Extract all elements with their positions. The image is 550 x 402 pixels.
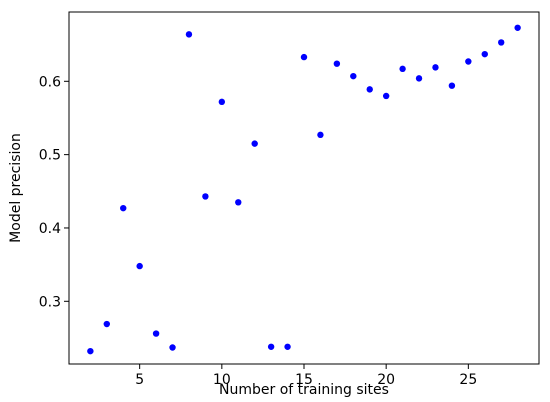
data-point	[415, 75, 423, 82]
data-point	[202, 193, 209, 200]
y-tick-label: 0.4	[39, 221, 61, 237]
y-tick-label: 0.6	[39, 74, 61, 90]
data-point	[251, 140, 258, 147]
data-point	[169, 344, 176, 351]
x-tick-label: 10	[213, 372, 231, 388]
x-tick-label: 25	[459, 372, 477, 388]
data-point	[498, 39, 505, 46]
data-point	[235, 199, 242, 206]
x-axis-ticks: 5 10 15 20 25	[135, 364, 477, 388]
data-point	[300, 53, 308, 61]
x-tick-label: 15	[295, 372, 313, 388]
y-tick-label: 0.3	[39, 294, 61, 310]
data-point	[87, 347, 94, 355]
data-point	[317, 131, 324, 139]
data-point	[284, 343, 291, 350]
data-point	[382, 92, 390, 100]
y-axis-label: Model precision	[8, 133, 24, 243]
data-point	[120, 204, 127, 212]
data-point	[218, 98, 226, 106]
x-axis-label: Number of training sites	[219, 382, 389, 398]
data-point	[448, 82, 456, 89]
x-tick-label: 5	[135, 372, 144, 388]
data-point	[366, 86, 373, 93]
y-tick-label: 0.5	[39, 148, 61, 164]
data-point	[481, 50, 488, 58]
data-points	[87, 24, 521, 355]
data-point	[350, 72, 357, 80]
data-point	[333, 60, 341, 67]
plot-frame	[68, 11, 540, 365]
data-point	[432, 64, 439, 71]
data-point	[152, 330, 160, 337]
data-point	[267, 343, 275, 350]
data-point	[514, 24, 521, 31]
data-point	[136, 262, 143, 270]
data-point	[465, 58, 472, 65]
data-point	[399, 65, 406, 73]
y-axis-ticks: 0.3 0.4 0.5 0.6	[39, 74, 69, 310]
x-tick-label: 20	[377, 372, 395, 388]
data-point	[103, 320, 110, 328]
data-point	[185, 31, 193, 38]
